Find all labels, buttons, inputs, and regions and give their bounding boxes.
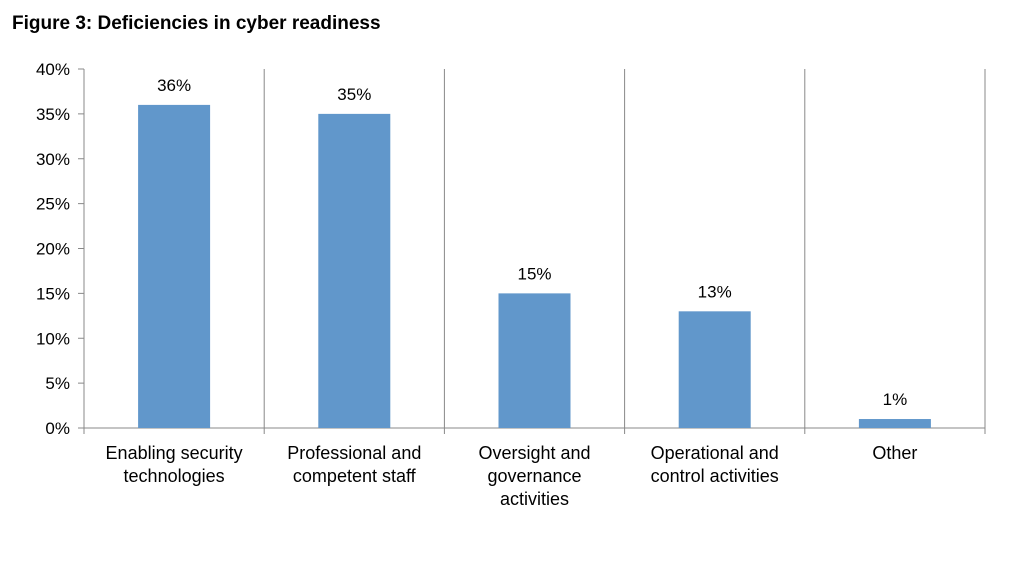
y-tick-label: 10% xyxy=(36,329,70,348)
y-tick-label: 0% xyxy=(45,419,70,438)
y-tick-label: 15% xyxy=(36,284,70,303)
data-label: 15% xyxy=(517,264,551,283)
x-tick-label: competent staff xyxy=(293,466,417,486)
bar xyxy=(678,311,751,428)
y-tick-label: 5% xyxy=(45,374,70,393)
x-tick-label: Operational and xyxy=(651,443,779,463)
x-tick-label: Other xyxy=(872,443,917,463)
data-label: 13% xyxy=(698,282,732,301)
x-tick-label: Professional and xyxy=(287,443,421,463)
bar xyxy=(318,113,391,428)
x-tick-label: governance xyxy=(487,466,581,486)
bar xyxy=(498,293,571,428)
x-tick-label: activities xyxy=(500,489,569,509)
y-tick-label: 30% xyxy=(36,150,70,169)
bar xyxy=(138,104,211,429)
x-tick-label: Oversight and xyxy=(478,443,590,463)
data-label: 36% xyxy=(157,76,191,95)
y-tick-label: 25% xyxy=(36,195,70,214)
bar xyxy=(858,419,931,428)
x-tick-label: Enabling security xyxy=(106,443,243,463)
y-tick-label: 40% xyxy=(36,60,70,79)
x-tick-label: technologies xyxy=(124,466,225,486)
x-tick-label: control activities xyxy=(651,466,779,486)
chart-title: Figure 3: Deficiencies in cyber readines… xyxy=(12,13,381,34)
y-tick-label: 35% xyxy=(36,105,70,124)
y-tick-label: 20% xyxy=(36,240,70,259)
data-label: 35% xyxy=(337,85,371,104)
data-label: 1% xyxy=(883,390,908,409)
